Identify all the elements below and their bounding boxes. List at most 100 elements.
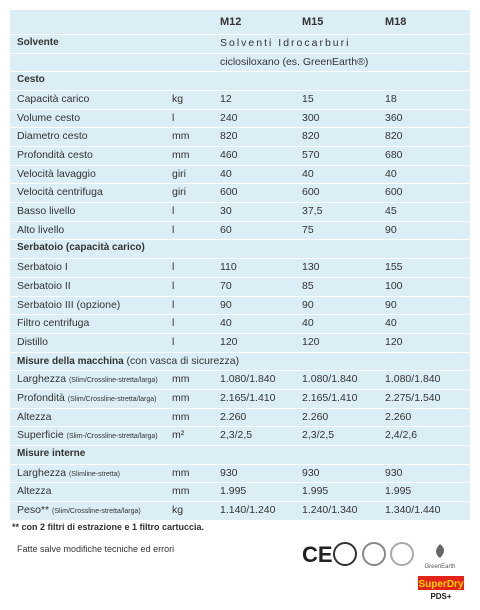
value: 2.275/1.540 <box>385 391 441 404</box>
value: 460 <box>220 149 238 162</box>
row-separator <box>10 146 470 148</box>
leaf-icon <box>436 544 444 558</box>
value: 1.080/1.840 <box>385 373 441 386</box>
value: 18 <box>385 93 397 106</box>
label-text: Velocità centrifuga <box>17 186 103 199</box>
value: 930 <box>220 466 238 479</box>
value: 930 <box>302 466 320 479</box>
unit: mm <box>172 130 190 143</box>
value: 15 <box>302 93 314 106</box>
label-text: Alto livello <box>17 223 65 236</box>
row-separator <box>10 388 470 390</box>
row-label: Peso** (Slim/Crossline-stretta/larga) <box>17 501 141 521</box>
row-label: Alto livello <box>17 221 64 239</box>
value: 680 <box>385 149 403 162</box>
label-text: Peso** <box>17 504 50 516</box>
row-label: Superficie (Slim-/Crossline-stretta/larg… <box>17 426 158 446</box>
value: 85 <box>302 279 314 292</box>
value: 30 <box>220 205 232 218</box>
value: 2.260 <box>302 410 329 423</box>
row-label: Diametro cesto <box>17 127 88 145</box>
greenearth-logo: GreenEarth <box>424 564 455 570</box>
value: 1.140/1.240 <box>220 504 276 516</box>
value: 90 <box>302 298 314 311</box>
unit: mm <box>172 485 190 498</box>
value: 75 <box>302 223 314 236</box>
section-heading: Misure interne <box>17 445 85 463</box>
etl-logo <box>333 542 357 566</box>
value: 12 <box>220 93 232 106</box>
label-text: Misure interne <box>17 447 86 459</box>
unit: mm <box>172 410 190 423</box>
value: 1.995 <box>302 485 329 498</box>
label-text: Profondità cesto <box>17 149 93 162</box>
value: 2.260 <box>220 410 247 423</box>
span-text: Solventi Idrocarburi <box>220 37 351 49</box>
unit: giri <box>172 167 187 180</box>
value: 1.080/1.840 <box>302 373 358 386</box>
section-heading: Cesto <box>17 71 45 89</box>
label-text: Serbatoio II <box>17 279 71 292</box>
label-text: Misure della macchina <box>17 355 124 367</box>
column-header: M12 <box>220 16 242 28</box>
cert-logo <box>390 542 414 566</box>
label-text: Cesto <box>17 74 45 86</box>
unit: l <box>172 317 175 330</box>
row-separator <box>10 108 470 110</box>
section-heading: Serbatoio (capacità carico) <box>17 239 145 257</box>
label-text: Volume cesto <box>17 111 81 124</box>
span-text: ciclosiloxano (es. GreenEarth®) <box>220 55 369 68</box>
value: 2.165/1.410 <box>220 391 276 404</box>
row-separator <box>10 258 470 260</box>
value: 930 <box>385 466 403 479</box>
value: 360 <box>385 111 403 124</box>
unit: m² <box>172 429 185 442</box>
row-label: Velocità lavaggio <box>17 165 96 183</box>
value: 2,4/2,6 <box>385 429 418 442</box>
value: 120 <box>385 335 403 348</box>
unit: l <box>172 111 175 124</box>
row-separator <box>10 370 470 372</box>
label-note: (Slim/Crossline-stretta/larga) <box>67 395 157 403</box>
column-header: M15 <box>302 16 324 28</box>
row-separator <box>10 52 470 54</box>
row-label: Capacità carico <box>17 90 89 108</box>
row-separator <box>10 501 470 502</box>
unit: mm <box>172 373 190 386</box>
value: 2,3/2,5 <box>220 429 253 442</box>
value: 90 <box>385 223 397 236</box>
label-text: Distillo <box>17 335 48 348</box>
row-separator <box>10 482 470 484</box>
label-text: Altezza <box>17 410 52 423</box>
logos: CE GreenEarth SuperDry PDS+ <box>302 542 464 601</box>
row-label: Profondità cesto <box>17 146 93 164</box>
unit: l <box>172 335 175 348</box>
row-separator <box>10 332 470 334</box>
row-separator <box>10 164 470 166</box>
value: 70 <box>220 279 232 292</box>
label-text: Larghezza <box>17 373 67 386</box>
value: 120 <box>220 335 238 348</box>
row-separator <box>10 463 470 465</box>
value: 300 <box>302 111 320 124</box>
unit: l <box>172 261 175 274</box>
value: 570 <box>302 149 320 162</box>
value: 37,5 <box>302 205 323 218</box>
value: 600 <box>220 186 238 199</box>
value: 2.260 <box>385 410 412 423</box>
value: 820 <box>220 130 238 143</box>
label-text: Capacità carico <box>17 93 90 106</box>
value: 600 <box>385 186 403 199</box>
row-label: Altezza <box>17 408 51 426</box>
row-separator <box>10 71 470 73</box>
value: 1.340/1.440 <box>385 504 441 516</box>
label-note: (Slimline-stretta) <box>68 470 120 478</box>
row-separator <box>10 444 470 446</box>
brand-suffix: PDS+ <box>430 592 451 601</box>
value: 120 <box>302 335 320 348</box>
label-text: Basso livello <box>17 205 76 218</box>
brand-box <box>418 576 464 590</box>
label-text: Velocità lavaggio <box>17 167 96 180</box>
value: 90 <box>220 298 232 311</box>
